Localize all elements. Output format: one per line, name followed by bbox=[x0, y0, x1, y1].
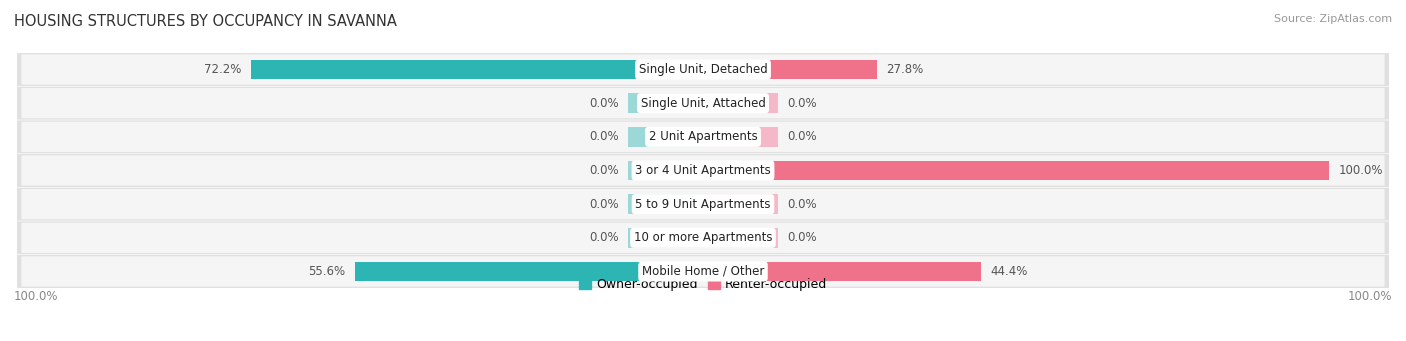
FancyBboxPatch shape bbox=[21, 155, 1385, 186]
Text: Single Unit, Attached: Single Unit, Attached bbox=[641, 97, 765, 110]
Text: 100.0%: 100.0% bbox=[1339, 164, 1384, 177]
Bar bbox=[628, 161, 703, 180]
Text: 44.4%: 44.4% bbox=[990, 265, 1028, 278]
Text: Source: ZipAtlas.com: Source: ZipAtlas.com bbox=[1274, 14, 1392, 24]
Text: HOUSING STRUCTURES BY OCCUPANCY IN SAVANNA: HOUSING STRUCTURES BY OCCUPANCY IN SAVAN… bbox=[14, 14, 396, 29]
FancyBboxPatch shape bbox=[21, 54, 1385, 85]
Text: 3 or 4 Unit Apartments: 3 or 4 Unit Apartments bbox=[636, 164, 770, 177]
Text: 100.0%: 100.0% bbox=[14, 290, 59, 302]
Bar bbox=[703, 60, 877, 79]
Bar bbox=[703, 262, 981, 281]
Bar bbox=[628, 228, 703, 248]
Text: 100.0%: 100.0% bbox=[1347, 290, 1392, 302]
Bar bbox=[703, 127, 778, 147]
Bar bbox=[703, 194, 778, 214]
FancyBboxPatch shape bbox=[21, 122, 1385, 152]
Text: 5 to 9 Unit Apartments: 5 to 9 Unit Apartments bbox=[636, 198, 770, 211]
Text: 2 Unit Apartments: 2 Unit Apartments bbox=[648, 130, 758, 143]
FancyBboxPatch shape bbox=[17, 154, 1389, 187]
FancyBboxPatch shape bbox=[17, 120, 1389, 153]
Text: 0.0%: 0.0% bbox=[787, 130, 817, 143]
Bar bbox=[703, 228, 778, 248]
Bar bbox=[628, 93, 703, 113]
Bar bbox=[703, 161, 1329, 180]
Text: 0.0%: 0.0% bbox=[589, 164, 619, 177]
FancyBboxPatch shape bbox=[17, 255, 1389, 288]
Text: 0.0%: 0.0% bbox=[589, 231, 619, 244]
FancyBboxPatch shape bbox=[17, 221, 1389, 254]
FancyBboxPatch shape bbox=[17, 53, 1389, 86]
Bar bbox=[628, 194, 703, 214]
Bar bbox=[354, 262, 703, 281]
Text: 72.2%: 72.2% bbox=[204, 63, 242, 76]
Text: 10 or more Apartments: 10 or more Apartments bbox=[634, 231, 772, 244]
Legend: Owner-occupied, Renter-occupied: Owner-occupied, Renter-occupied bbox=[574, 273, 832, 296]
Text: 0.0%: 0.0% bbox=[787, 198, 817, 211]
FancyBboxPatch shape bbox=[21, 223, 1385, 253]
Text: 0.0%: 0.0% bbox=[787, 231, 817, 244]
Bar bbox=[703, 161, 1329, 180]
Bar bbox=[703, 60, 877, 79]
Text: 27.8%: 27.8% bbox=[887, 63, 924, 76]
Text: 55.6%: 55.6% bbox=[308, 265, 346, 278]
Bar bbox=[703, 93, 778, 113]
Bar bbox=[250, 60, 703, 79]
Text: Single Unit, Detached: Single Unit, Detached bbox=[638, 63, 768, 76]
FancyBboxPatch shape bbox=[21, 189, 1385, 219]
Bar bbox=[250, 60, 703, 79]
Bar bbox=[354, 262, 703, 281]
Bar bbox=[628, 127, 703, 147]
Text: 0.0%: 0.0% bbox=[589, 198, 619, 211]
FancyBboxPatch shape bbox=[17, 87, 1389, 120]
Text: 0.0%: 0.0% bbox=[589, 97, 619, 110]
Text: 0.0%: 0.0% bbox=[589, 130, 619, 143]
Text: Mobile Home / Other: Mobile Home / Other bbox=[641, 265, 765, 278]
FancyBboxPatch shape bbox=[21, 256, 1385, 287]
Text: 0.0%: 0.0% bbox=[787, 97, 817, 110]
FancyBboxPatch shape bbox=[17, 188, 1389, 221]
Bar bbox=[703, 262, 981, 281]
FancyBboxPatch shape bbox=[21, 88, 1385, 118]
